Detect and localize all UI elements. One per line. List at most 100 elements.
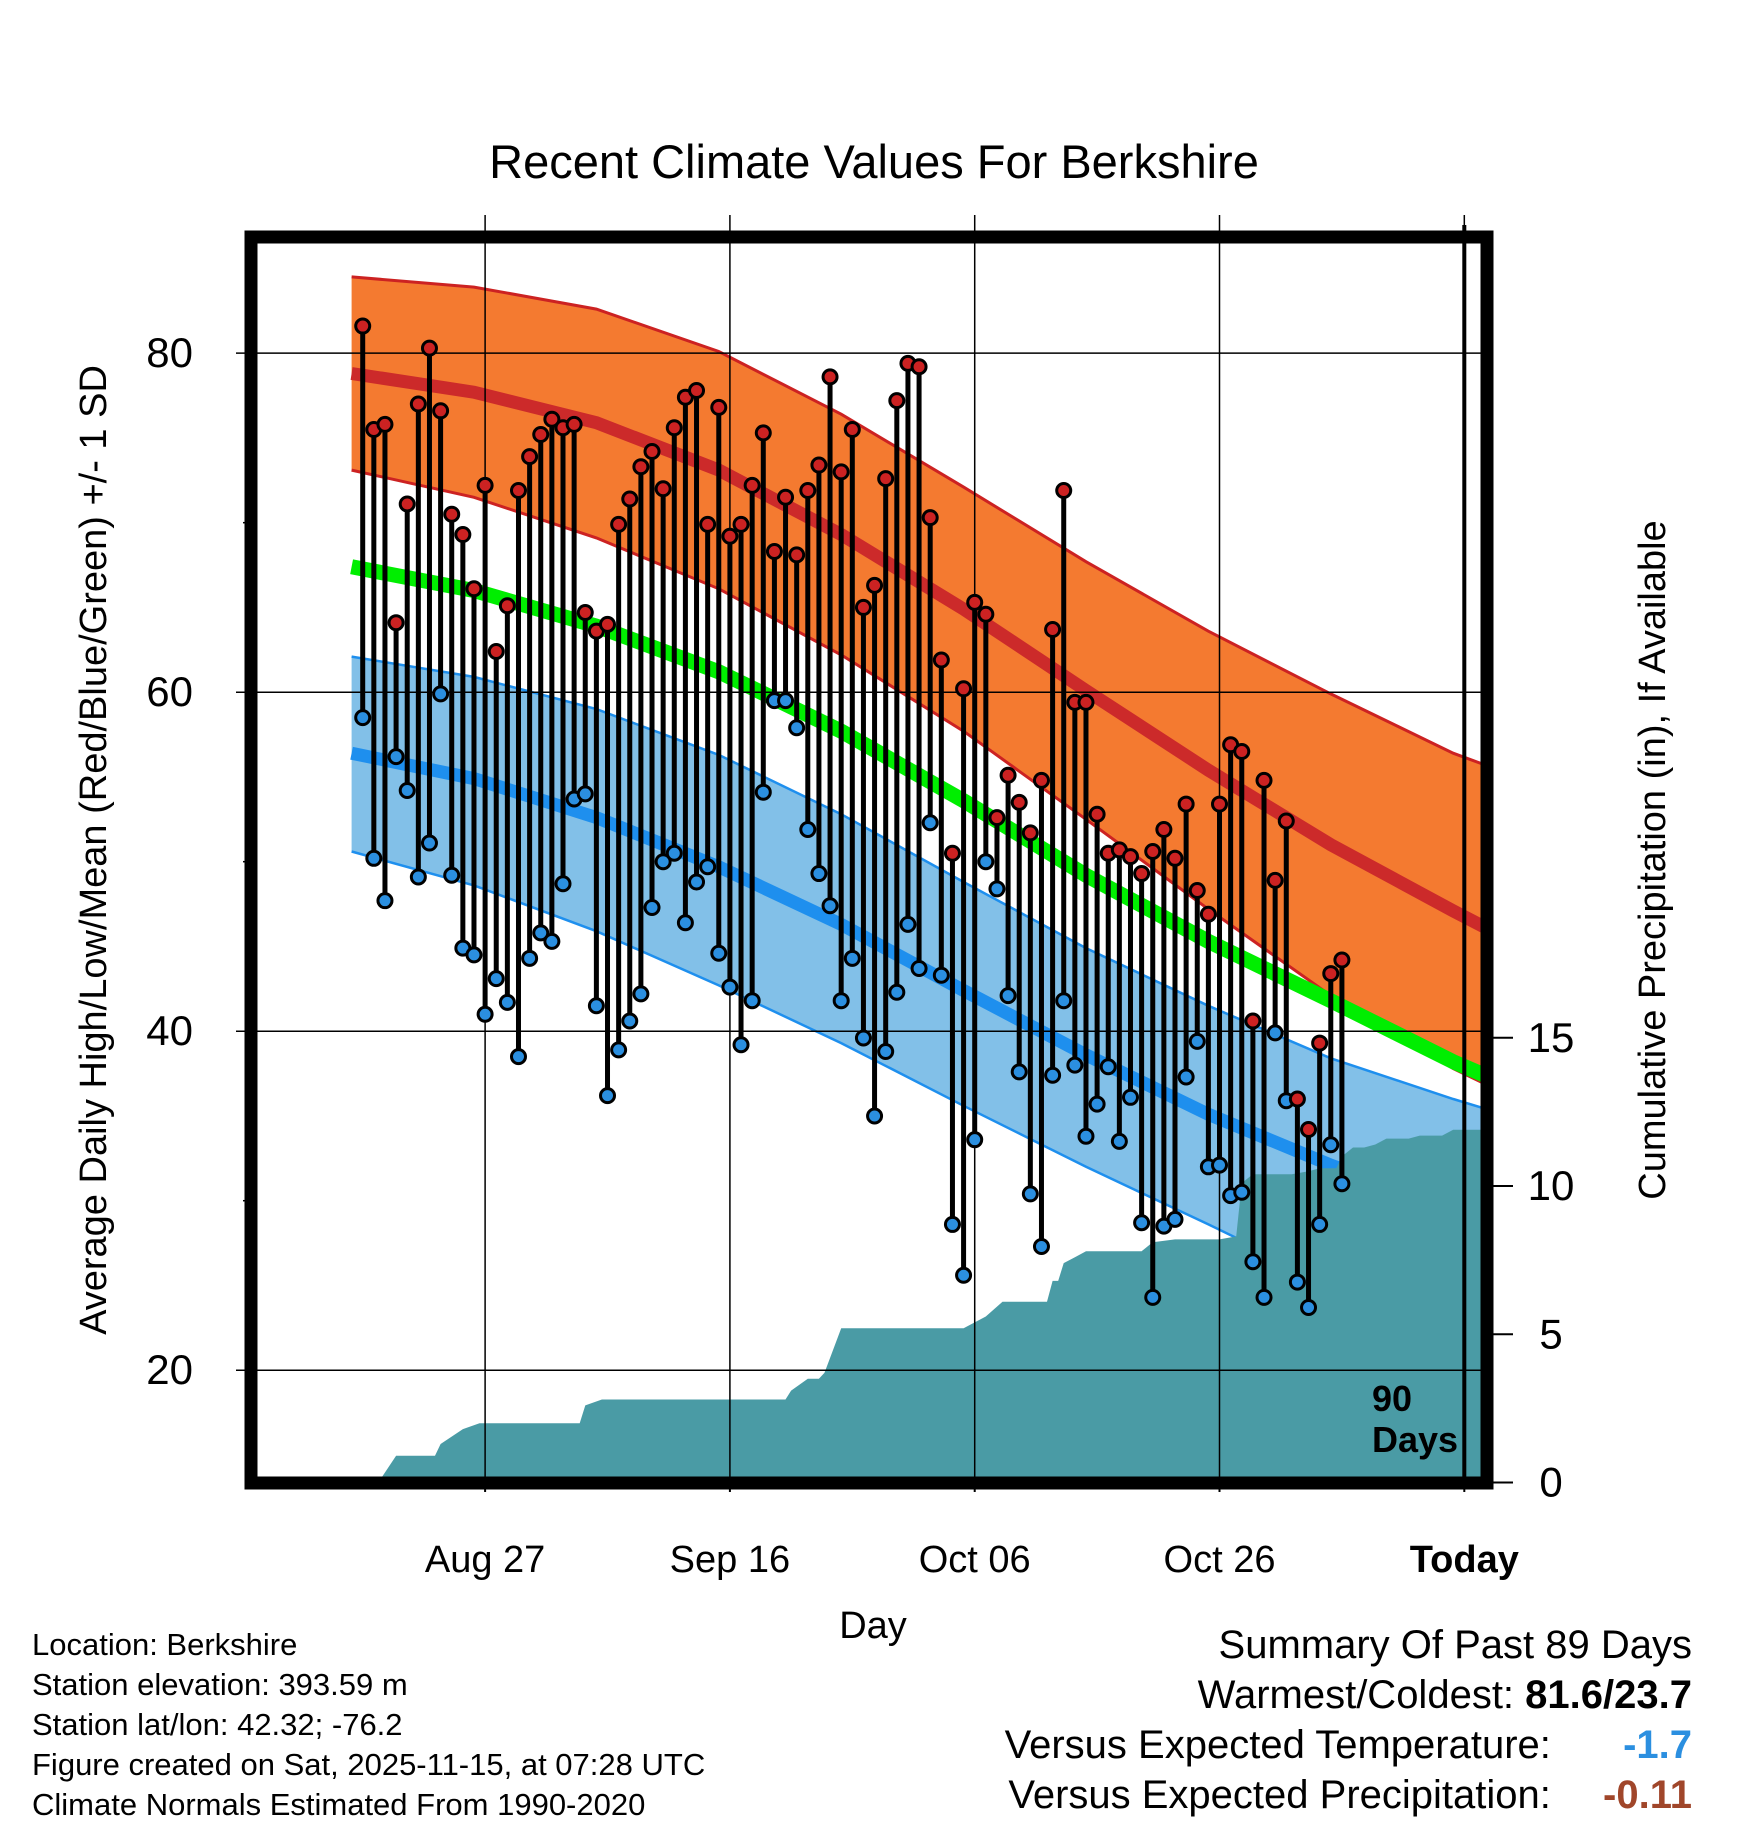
daily-low-point bbox=[498, 993, 516, 1011]
daily-low-point bbox=[1099, 1058, 1117, 1076]
daily-low-point bbox=[955, 1266, 973, 1284]
daily-high-point bbox=[821, 368, 839, 386]
daily-low-point bbox=[777, 692, 795, 710]
daily-low-point bbox=[387, 748, 405, 766]
daily-high-point bbox=[988, 809, 1006, 827]
daily-low-point bbox=[1311, 1215, 1329, 1233]
temp-anomaly-label: Versus Expected Temperature: bbox=[1004, 1723, 1551, 1767]
meta-elevation: Station elevation: 393.59 m bbox=[32, 1667, 408, 1702]
daily-low-point bbox=[587, 997, 605, 1015]
y2-axis-label: Cumulative Precipitation (in), If Availa… bbox=[1632, 520, 1674, 1199]
meta-location: Location: Berkshire bbox=[32, 1627, 298, 1662]
y-tick-label: 80 bbox=[146, 329, 193, 376]
daily-high-point bbox=[476, 476, 494, 494]
daily-low-point bbox=[932, 966, 950, 984]
daily-low-point bbox=[543, 932, 561, 950]
daily-low-point bbox=[465, 946, 483, 964]
daily-low-point bbox=[554, 875, 572, 893]
daily-high-point bbox=[1233, 743, 1251, 761]
daily-high-point bbox=[1333, 951, 1351, 969]
daily-low-point bbox=[832, 992, 850, 1010]
daily-high-point bbox=[521, 448, 539, 466]
daily-high-point bbox=[498, 597, 516, 615]
daily-high-point bbox=[966, 593, 984, 611]
daily-low-point bbox=[943, 1215, 961, 1233]
y-tick-label: 60 bbox=[146, 668, 193, 715]
daily-high-point bbox=[877, 470, 895, 488]
y2-tick-label: 5 bbox=[1539, 1310, 1562, 1357]
plot-frame bbox=[244, 230, 1494, 1490]
daily-low-point bbox=[676, 914, 694, 932]
daily-high-point bbox=[810, 456, 828, 474]
daily-low-point bbox=[1055, 992, 1073, 1010]
daily-low-point bbox=[966, 1131, 984, 1149]
daily-low-point bbox=[599, 1087, 617, 1105]
today-label-line2: Days bbox=[1372, 1419, 1458, 1460]
daily-low-point bbox=[409, 868, 427, 886]
daily-high-point bbox=[799, 481, 817, 499]
daily-low-point bbox=[621, 1012, 639, 1030]
daily-high-point bbox=[532, 426, 550, 444]
daily-low-point bbox=[732, 1036, 750, 1054]
daily-high-point bbox=[376, 415, 394, 433]
daily-high-point bbox=[599, 615, 617, 633]
daily-low-point bbox=[420, 834, 438, 852]
daily-high-point bbox=[454, 526, 472, 544]
chart-title: Recent Climate Values For Berkshire bbox=[489, 135, 1259, 188]
daily-low-point bbox=[799, 820, 817, 838]
daily-low-point bbox=[1211, 1156, 1229, 1174]
today-label-line1: 90 bbox=[1372, 1378, 1412, 1419]
daily-high-point bbox=[576, 604, 594, 622]
warm-cold-value: 81.6/23.7 bbox=[1525, 1673, 1692, 1717]
daily-high-point bbox=[1055, 481, 1073, 499]
daily-low-point bbox=[487, 970, 505, 988]
y2-tick-label: 0 bbox=[1539, 1459, 1562, 1506]
daily-high-point bbox=[1021, 824, 1039, 842]
summary-title: Summary Of Past 89 Days bbox=[1218, 1623, 1692, 1667]
daily-low-point bbox=[743, 992, 761, 1010]
daily-high-point bbox=[977, 605, 995, 623]
daily-high-point bbox=[1044, 620, 1062, 638]
daily-high-point bbox=[1133, 865, 1151, 883]
daily-high-point bbox=[743, 476, 761, 494]
daily-high-point bbox=[866, 576, 884, 594]
daily-low-point bbox=[443, 866, 461, 884]
daily-high-point bbox=[1188, 882, 1206, 900]
daily-low-point bbox=[1032, 1237, 1050, 1255]
daily-low-point bbox=[1044, 1066, 1062, 1084]
daily-high-point bbox=[387, 614, 405, 632]
y-tick-label: 40 bbox=[146, 1007, 193, 1054]
daily-low-point bbox=[821, 897, 839, 915]
daily-low-point bbox=[1088, 1095, 1106, 1113]
daily-low-point bbox=[1077, 1127, 1095, 1145]
daily-high-point bbox=[788, 546, 806, 564]
y-tick-label: 20 bbox=[146, 1346, 193, 1393]
daily-high-point bbox=[843, 420, 861, 438]
daily-low-point bbox=[1255, 1288, 1273, 1306]
precip-anomaly-label: Versus Expected Precipitation: bbox=[1008, 1773, 1551, 1817]
daily-low-point bbox=[866, 1107, 884, 1125]
daily-high-point bbox=[1032, 771, 1050, 789]
daily-high-point bbox=[1244, 1012, 1262, 1030]
summary-temp-row: Versus Expected Temperature: -1.7 bbox=[1005, 1720, 1692, 1770]
daily-high-point bbox=[888, 392, 906, 410]
daily-low-point bbox=[899, 915, 917, 933]
daily-high-point bbox=[732, 515, 750, 533]
daily-high-point bbox=[632, 458, 650, 476]
daily-low-point bbox=[1188, 1032, 1206, 1050]
plot-area: Aug 27 Sep 16 Oct 06 Oct 26 Today 20 40 60 80 0 5 1… bbox=[146, 215, 1574, 1581]
daily-high-point bbox=[1288, 1090, 1306, 1108]
daily-low-point bbox=[843, 949, 861, 967]
daily-low-point bbox=[476, 1005, 494, 1023]
x-tick-label: Oct 06 bbox=[919, 1539, 1031, 1581]
daily-low-point bbox=[532, 924, 550, 942]
daily-low-point bbox=[1144, 1288, 1162, 1306]
daily-low-point bbox=[354, 709, 372, 727]
daily-high-point bbox=[1166, 849, 1184, 867]
daily-high-point bbox=[354, 317, 372, 335]
daily-low-point bbox=[999, 987, 1017, 1005]
daily-low-point bbox=[710, 944, 728, 962]
daily-low-point bbox=[576, 785, 594, 803]
daily-low-point bbox=[509, 1048, 527, 1066]
